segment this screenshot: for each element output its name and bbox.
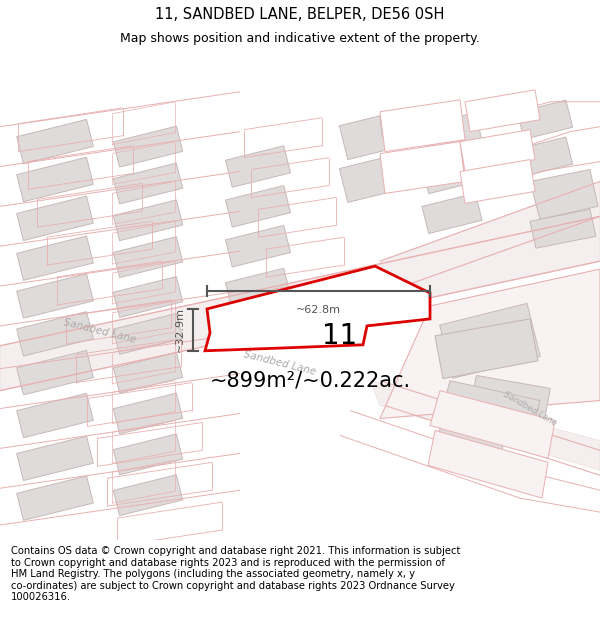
Polygon shape [440, 303, 541, 378]
Polygon shape [270, 299, 345, 336]
Polygon shape [422, 153, 482, 194]
Polygon shape [205, 266, 430, 351]
Text: Sandbed Lane: Sandbed Lane [243, 349, 317, 376]
Polygon shape [113, 163, 182, 204]
Polygon shape [422, 193, 482, 234]
Text: Sandbed Lane: Sandbed Lane [63, 317, 137, 345]
Polygon shape [530, 169, 598, 219]
Text: Contains OS data © Crown copyright and database right 2021. This information is : Contains OS data © Crown copyright and d… [11, 546, 460, 602]
Text: ~62.8m: ~62.8m [296, 305, 341, 315]
Polygon shape [0, 216, 600, 391]
Polygon shape [226, 268, 290, 310]
Polygon shape [17, 119, 94, 164]
Polygon shape [113, 200, 182, 241]
Text: ~899m²/~0.222ac.: ~899m²/~0.222ac. [209, 371, 410, 391]
Polygon shape [430, 391, 555, 458]
Polygon shape [517, 100, 572, 139]
Polygon shape [113, 475, 182, 516]
Polygon shape [340, 107, 421, 159]
Polygon shape [530, 209, 596, 248]
Text: Map shows position and indicative extent of the property.: Map shows position and indicative extent… [120, 32, 480, 45]
Polygon shape [113, 352, 182, 393]
Polygon shape [113, 434, 182, 475]
Polygon shape [17, 393, 94, 438]
Polygon shape [17, 312, 94, 356]
Polygon shape [380, 142, 465, 193]
Polygon shape [435, 319, 538, 379]
Polygon shape [380, 269, 600, 419]
Polygon shape [435, 422, 505, 468]
Polygon shape [340, 151, 421, 202]
Polygon shape [17, 274, 94, 318]
Polygon shape [17, 236, 94, 281]
Text: 11, SANDBED LANE, BELPER, DE56 0SH: 11, SANDBED LANE, BELPER, DE56 0SH [155, 7, 445, 22]
Polygon shape [17, 196, 94, 241]
Polygon shape [226, 146, 290, 188]
Polygon shape [17, 351, 94, 395]
Polygon shape [17, 476, 94, 521]
Polygon shape [17, 158, 94, 202]
Polygon shape [460, 129, 535, 171]
Polygon shape [428, 431, 548, 498]
Polygon shape [113, 126, 182, 167]
Polygon shape [113, 277, 182, 318]
Polygon shape [440, 381, 540, 441]
Polygon shape [17, 436, 94, 481]
Polygon shape [465, 90, 540, 132]
Polygon shape [380, 114, 410, 137]
Polygon shape [470, 376, 550, 426]
Polygon shape [422, 112, 482, 155]
Polygon shape [370, 381, 600, 470]
Polygon shape [226, 226, 290, 267]
Polygon shape [113, 393, 182, 434]
Polygon shape [380, 100, 465, 152]
Text: 11: 11 [322, 322, 357, 350]
Polygon shape [113, 314, 182, 354]
Polygon shape [460, 159, 535, 203]
Polygon shape [113, 237, 182, 278]
Polygon shape [517, 137, 572, 176]
Text: Sandbed Lane: Sandbed Lane [502, 390, 558, 428]
Polygon shape [380, 181, 600, 291]
Polygon shape [226, 186, 290, 227]
Text: ~32.9m: ~32.9m [175, 308, 185, 352]
